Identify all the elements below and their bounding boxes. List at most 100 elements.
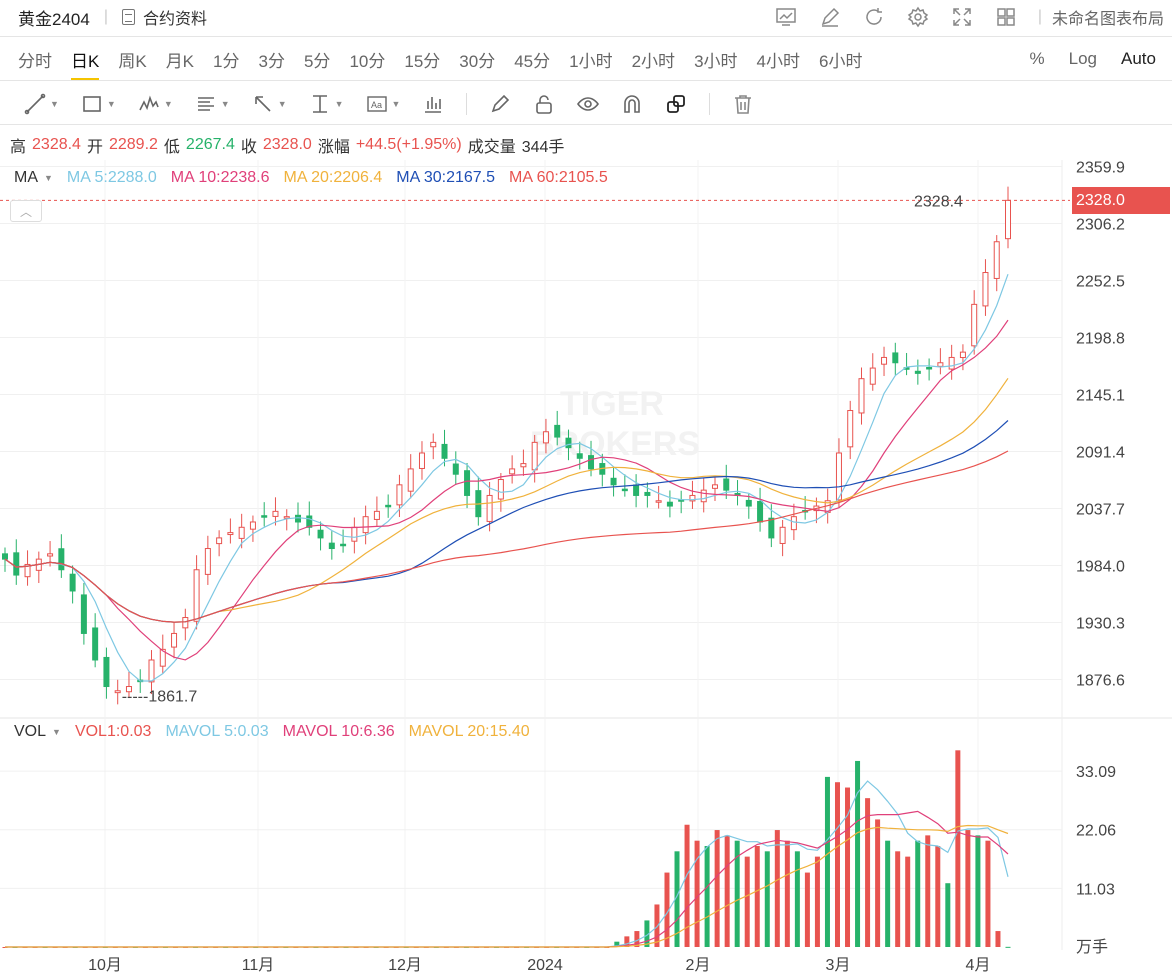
volume-bar bbox=[945, 883, 951, 947]
volume-bar bbox=[905, 856, 911, 947]
fullscreen-icon[interactable] bbox=[950, 5, 974, 29]
candle-body bbox=[24, 563, 31, 578]
ma30-line bbox=[4, 420, 1009, 623]
vol-dropdown-icon[interactable]: ▼ bbox=[52, 727, 61, 737]
period-tab[interactable]: 1小时 bbox=[569, 51, 613, 71]
vol-indicator-name[interactable]: VOL bbox=[14, 723, 47, 740]
volume-bar bbox=[754, 846, 760, 947]
candle-body bbox=[700, 489, 707, 503]
log-scale-button[interactable]: Log bbox=[1068, 49, 1098, 68]
arrow-tool-icon[interactable]: ▼ bbox=[252, 93, 287, 115]
lock-icon[interactable] bbox=[533, 93, 555, 115]
price-axis-label: 2091.4 bbox=[1076, 444, 1125, 461]
chart-snapshot-icon[interactable] bbox=[774, 5, 798, 29]
mavol20-value: MAVOL 20:15.40 bbox=[408, 723, 530, 740]
divider bbox=[0, 36, 1172, 37]
divider bbox=[0, 124, 1172, 125]
period-tab[interactable]: 月K bbox=[165, 51, 195, 71]
bar-pattern-icon[interactable] bbox=[422, 93, 444, 115]
wave-tool-icon[interactable]: ▼ bbox=[138, 93, 173, 115]
candle-body bbox=[351, 526, 358, 542]
candle-body bbox=[283, 516, 290, 519]
candle-body bbox=[655, 500, 662, 503]
volume-bar bbox=[985, 840, 991, 947]
text-tool-icon[interactable]: Aa ▼ bbox=[366, 93, 400, 115]
candle-body bbox=[892, 352, 899, 364]
pen-icon[interactable] bbox=[489, 93, 511, 115]
candle-body bbox=[588, 455, 595, 470]
low-marker-label: -----1861.7 bbox=[122, 688, 198, 705]
period-tab[interactable]: 周K bbox=[118, 51, 147, 71]
price-axis-label: 1930.3 bbox=[1076, 616, 1125, 633]
period-tab[interactable]: 分时 bbox=[18, 51, 52, 71]
ma-dropdown-icon[interactable]: ▼ bbox=[44, 173, 53, 183]
grid-layout-icon[interactable] bbox=[994, 5, 1018, 29]
high-label: 高 bbox=[10, 139, 27, 156]
period-tab[interactable]: 2小时 bbox=[631, 51, 676, 71]
period-tab-active[interactable]: 日K bbox=[71, 47, 100, 81]
period-tab[interactable]: 10分 bbox=[349, 51, 386, 71]
period-tab[interactable]: 1分 bbox=[213, 51, 240, 71]
price-axis-label: 1984.0 bbox=[1076, 559, 1125, 576]
edit-icon[interactable] bbox=[818, 5, 842, 29]
eye-icon[interactable] bbox=[577, 93, 600, 115]
close-value: 2328.0 bbox=[262, 136, 312, 153]
candle-body bbox=[689, 494, 696, 502]
settings-icon[interactable] bbox=[906, 5, 930, 29]
rectangle-tool-icon[interactable]: ▼ bbox=[81, 93, 116, 115]
fib-tool-icon[interactable]: ▼ bbox=[195, 93, 230, 115]
volume-unit-label: 万手 bbox=[1076, 938, 1108, 956]
scale-options: % Log Auto bbox=[1030, 49, 1156, 69]
volume-bar bbox=[684, 824, 690, 947]
period-tab[interactable]: 5分 bbox=[303, 51, 331, 71]
magnet-icon[interactable] bbox=[621, 93, 643, 115]
candle-body bbox=[621, 488, 628, 492]
volume-bar bbox=[935, 846, 941, 947]
last-price-tag: 2328.0 bbox=[1072, 187, 1170, 214]
candle-body bbox=[396, 484, 403, 506]
ma-indicator-name[interactable]: MA bbox=[14, 169, 38, 186]
candle-body bbox=[2, 553, 8, 560]
period-tab[interactable]: 6小时 bbox=[819, 51, 863, 71]
ma20-value: MA 20:2206.4 bbox=[283, 169, 383, 186]
candle-body bbox=[914, 370, 921, 374]
trash-icon[interactable] bbox=[732, 93, 754, 115]
candle-body bbox=[959, 351, 966, 359]
volume-bar bbox=[784, 840, 790, 947]
percent-scale-button[interactable]: % bbox=[1029, 49, 1045, 68]
volume-bar bbox=[965, 830, 971, 947]
volume-bar bbox=[955, 750, 961, 947]
ma60-line bbox=[4, 450, 1009, 623]
layout-selector[interactable]: 未命名图表布局 bbox=[1051, 11, 1164, 28]
period-tab[interactable]: 45分 bbox=[514, 51, 551, 71]
volume-bar bbox=[1005, 946, 1011, 948]
candle-body bbox=[227, 532, 234, 536]
volume-bar bbox=[995, 931, 1001, 947]
candle-body bbox=[790, 516, 797, 531]
auto-scale-button[interactable]: Auto bbox=[1121, 49, 1156, 68]
candle-body bbox=[159, 648, 166, 667]
time-axis-label: 10月 bbox=[88, 957, 122, 974]
symbol-title[interactable]: 黄金2404 bbox=[18, 9, 90, 29]
candle-body bbox=[103, 656, 110, 688]
candle-body bbox=[148, 659, 155, 683]
candle-body bbox=[340, 543, 347, 547]
period-tab[interactable]: 30分 bbox=[459, 51, 496, 71]
volume-axis-label: 33.09 bbox=[1076, 764, 1116, 781]
collapse-legend-button[interactable]: ︿ bbox=[10, 200, 42, 222]
line-tool-icon[interactable]: ▼ bbox=[24, 93, 59, 115]
period-tab[interactable]: 3分 bbox=[258, 51, 285, 71]
open-value: 2289.2 bbox=[108, 136, 158, 153]
candle-body bbox=[204, 548, 211, 575]
period-tab[interactable]: 4小时 bbox=[756, 51, 800, 71]
measure-tool-icon[interactable]: ▼ bbox=[309, 93, 344, 115]
candle-body bbox=[542, 431, 549, 444]
period-tab[interactable]: 3小时 bbox=[694, 51, 738, 71]
candle-body bbox=[937, 362, 944, 367]
candle-body bbox=[193, 569, 200, 622]
contract-info-link[interactable]: 合约资料 bbox=[142, 11, 207, 28]
period-tab[interactable]: 15分 bbox=[404, 51, 441, 71]
layers-icon[interactable] bbox=[665, 93, 687, 115]
refresh-icon[interactable] bbox=[862, 5, 886, 29]
